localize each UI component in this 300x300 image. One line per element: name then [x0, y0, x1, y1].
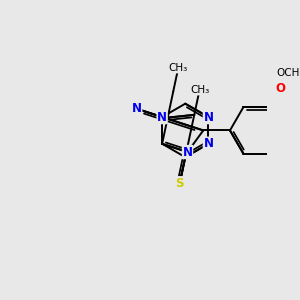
- Text: CH₃: CH₃: [190, 85, 209, 95]
- Text: N: N: [157, 110, 167, 124]
- Text: OCH₃: OCH₃: [276, 68, 300, 77]
- Text: N: N: [203, 110, 213, 124]
- Text: N: N: [132, 102, 142, 115]
- Text: N: N: [182, 146, 193, 158]
- Text: S: S: [176, 177, 184, 190]
- Text: N: N: [203, 137, 213, 150]
- Text: CH₃: CH₃: [169, 63, 188, 73]
- Text: O: O: [276, 82, 286, 95]
